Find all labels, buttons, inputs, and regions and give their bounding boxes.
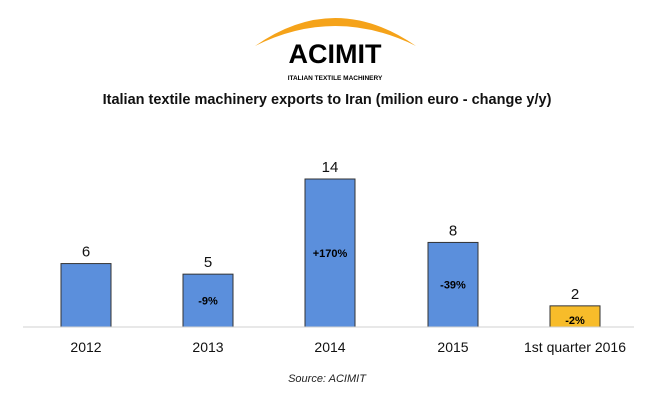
- x-tick-label: 1st quarter 2016: [524, 339, 626, 355]
- bar-value-label: 8: [449, 222, 457, 239]
- x-tick-label: 2015: [437, 339, 468, 355]
- x-tick-label: 2013: [192, 339, 223, 355]
- logo-name: ACIMIT: [289, 39, 382, 69]
- bar-value-label: 6: [82, 244, 90, 261]
- bar: [427, 241, 479, 328]
- bar-value-label: 5: [204, 254, 212, 271]
- bar-value-label: 2: [571, 286, 579, 303]
- bar: [60, 263, 112, 328]
- bar-change-label: -39%: [440, 280, 466, 292]
- logo-arc: [255, 18, 416, 46]
- logo-tagline: ITALIAN TEXTILE MACHINERY: [288, 75, 383, 82]
- bar: [182, 273, 234, 328]
- acimit-logo: ACIMIT ITALIAN TEXTILE MACHINERY: [253, 8, 418, 84]
- bar-change-label: +170%: [313, 248, 348, 260]
- bars-group: 6 2012 5 -9% 2013 14 +170% 2014 8 -39% 2015 2 -2% 1st…: [60, 159, 626, 355]
- bar-change-label: -9%: [198, 296, 218, 308]
- chart-title: Italian textile machinery exports to Ira…: [102, 92, 552, 108]
- bar-change-label: -2%: [565, 315, 585, 327]
- source-note: Source: ACIMIT: [288, 373, 366, 385]
- bar-value-label: 14: [322, 159, 339, 176]
- logo-graphic: ACIMIT ITALIAN TEXTILE MACHINERY: [255, 18, 416, 82]
- x-tick-label: 2012: [70, 339, 101, 355]
- x-tick-label: 2014: [314, 339, 345, 355]
